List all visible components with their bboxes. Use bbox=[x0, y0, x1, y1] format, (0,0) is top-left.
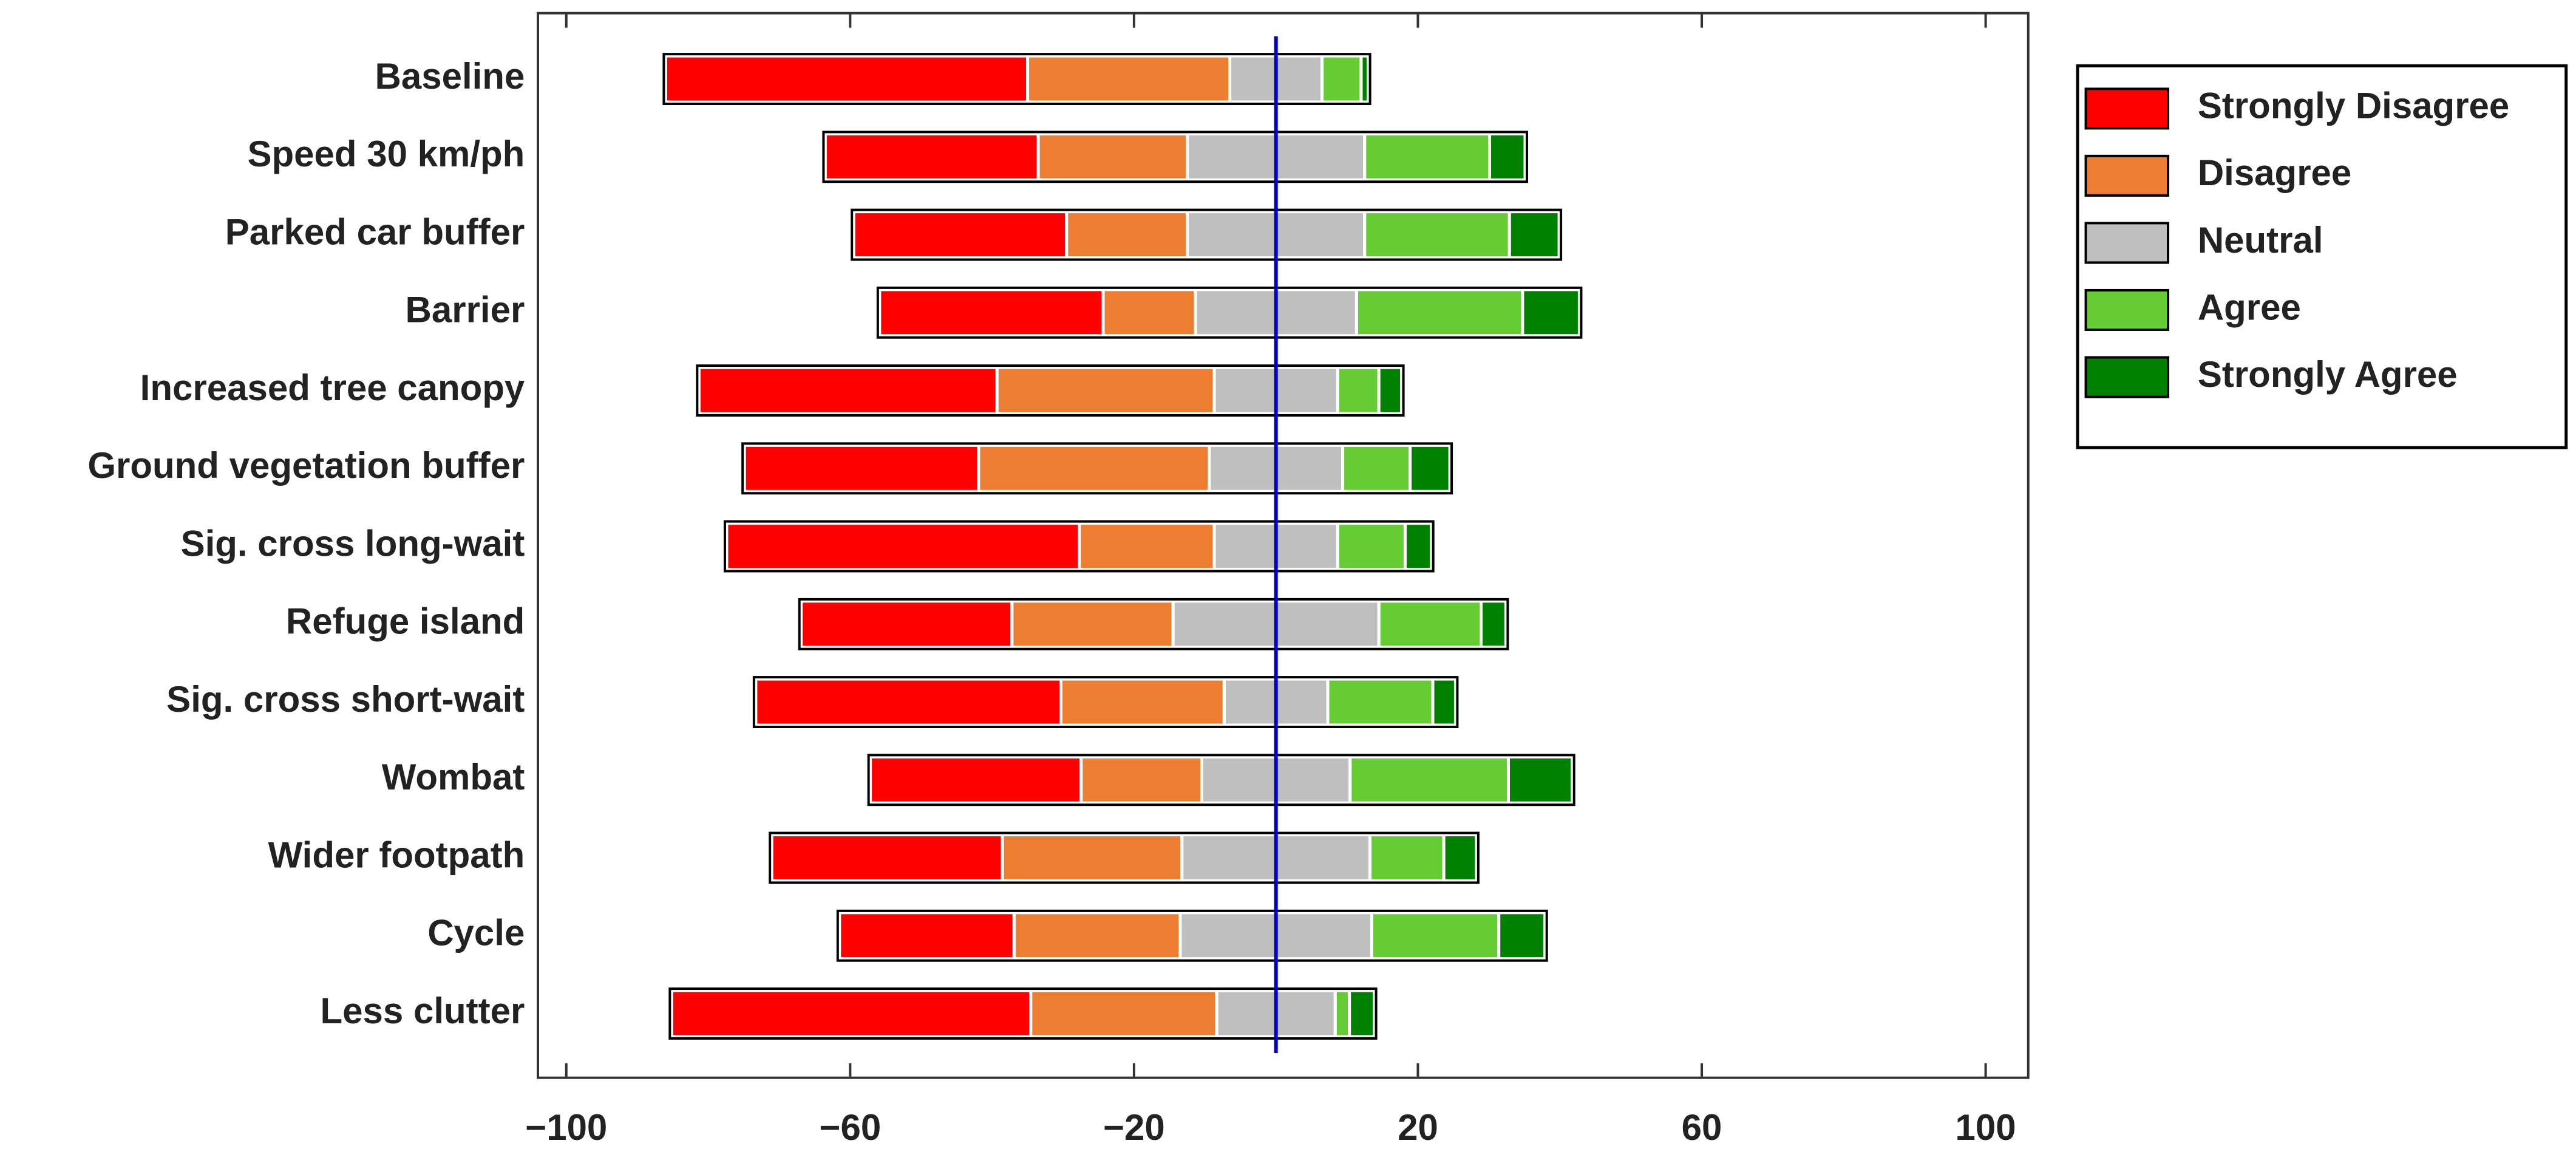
bar-outline bbox=[723, 520, 1435, 573]
bar-segment bbox=[1521, 288, 1581, 338]
bar-segment bbox=[1363, 132, 1492, 182]
bar-segment bbox=[852, 210, 1069, 259]
bar-outline bbox=[769, 831, 1480, 884]
bar-outline bbox=[668, 987, 1378, 1040]
bar-segment bbox=[1377, 599, 1483, 649]
bar-outline bbox=[851, 208, 1563, 261]
bar-segment bbox=[754, 677, 1062, 727]
plot-frame bbox=[536, 12, 2030, 1079]
bar-outline bbox=[752, 676, 1459, 728]
bar-segment bbox=[1507, 755, 1574, 805]
x-tick-label: −20 bbox=[1103, 1107, 1165, 1148]
bar-outline bbox=[836, 909, 1548, 962]
y-tick-label: Speed 30 km/ph bbox=[247, 134, 525, 174]
bar-segment bbox=[1497, 911, 1547, 961]
y-tick-label: Cycle bbox=[427, 913, 525, 953]
bar-segment bbox=[1029, 989, 1218, 1038]
legend-swatch bbox=[2084, 356, 2170, 398]
bar-segment bbox=[1341, 443, 1412, 493]
y-tick-label: Wider footpath bbox=[268, 834, 525, 875]
bar-segment bbox=[1359, 54, 1370, 104]
bar-segment bbox=[1036, 132, 1189, 182]
x-tick-label: 60 bbox=[1682, 1107, 1722, 1148]
y-tick-label: Wombat bbox=[382, 757, 525, 797]
bar-segment bbox=[1480, 599, 1507, 649]
bar-outline bbox=[876, 286, 1583, 339]
bar-outline bbox=[662, 53, 1371, 105]
legend-swatch bbox=[2084, 288, 2170, 331]
y-tick-label: Barrier bbox=[406, 290, 525, 330]
bar-segment bbox=[800, 599, 1014, 649]
bar-segment bbox=[1326, 677, 1435, 727]
bar-segment bbox=[1409, 443, 1452, 493]
bar-outline bbox=[867, 754, 1575, 806]
bar-segment bbox=[1370, 911, 1501, 961]
bar-segment bbox=[1079, 755, 1204, 805]
bar-segment bbox=[1348, 755, 1511, 805]
legend-label: Disagree bbox=[2198, 152, 2351, 193]
bar-segment bbox=[995, 366, 1216, 415]
x-tick-label: −100 bbox=[525, 1107, 607, 1148]
bar-outline bbox=[822, 131, 1528, 183]
bar-segment bbox=[878, 288, 1105, 338]
legend-label: Strongly Disagree bbox=[2198, 86, 2509, 126]
legend-swatch bbox=[2084, 87, 2170, 130]
bar-segment bbox=[770, 833, 1004, 882]
y-tick-label: Sig. cross long-wait bbox=[181, 523, 525, 564]
y-tick-label: Parked car buffer bbox=[225, 211, 525, 252]
bar-segment bbox=[697, 366, 999, 415]
y-tick-label: Increased tree canopy bbox=[140, 367, 525, 408]
bar-segment bbox=[664, 54, 1030, 104]
x-tick-label: 100 bbox=[1956, 1107, 2016, 1148]
bar-segment bbox=[1065, 210, 1189, 259]
legend-label: Strongly Agree bbox=[2198, 354, 2458, 395]
y-tick-label: Less clutter bbox=[321, 990, 525, 1031]
y-tick-label: Baseline bbox=[375, 56, 525, 97]
bar-segment bbox=[1368, 833, 1446, 882]
bar-segment bbox=[670, 989, 1033, 1038]
y-tick-label: Refuge island bbox=[286, 601, 525, 642]
bar-segment bbox=[1336, 522, 1407, 571]
bar-segment bbox=[1026, 54, 1232, 104]
bar-outline bbox=[741, 442, 1453, 495]
bar-segment bbox=[1078, 522, 1216, 571]
bar-segment bbox=[725, 522, 1081, 571]
bar-segment bbox=[1101, 288, 1197, 338]
bar-segment bbox=[1488, 132, 1527, 182]
bar-segment bbox=[1431, 677, 1457, 727]
bar-outline bbox=[798, 598, 1509, 650]
bar-segment bbox=[1363, 210, 1511, 259]
bar-segment bbox=[1403, 522, 1433, 571]
bar-segment bbox=[1012, 911, 1182, 961]
bar-outline bbox=[696, 364, 1405, 417]
y-tick-label: Sig. cross short-wait bbox=[166, 679, 525, 720]
bar-segment bbox=[1354, 288, 1524, 338]
bar-segment bbox=[1348, 989, 1376, 1038]
x-tick-label: −60 bbox=[819, 1107, 881, 1148]
bar-segment bbox=[1059, 677, 1226, 727]
legend-label: Agree bbox=[2198, 287, 2301, 327]
bar-segment bbox=[823, 132, 1040, 182]
bar-segment bbox=[1442, 833, 1478, 882]
legend-swatch bbox=[2084, 222, 2170, 264]
x-tick-label: 20 bbox=[1398, 1107, 1438, 1148]
y-tick-label: Ground vegetation buffer bbox=[87, 445, 525, 486]
bar-segment bbox=[1336, 366, 1381, 415]
legend-label: Neutral bbox=[2198, 220, 2323, 261]
bar-segment bbox=[1333, 989, 1351, 1038]
bar-segment bbox=[743, 443, 980, 493]
bar-segment bbox=[977, 443, 1211, 493]
bar-segment bbox=[1010, 599, 1175, 649]
bar-segment bbox=[1320, 54, 1363, 104]
bar-segment bbox=[1377, 366, 1404, 415]
bar-segment bbox=[869, 755, 1083, 805]
bar-segment bbox=[838, 911, 1016, 961]
bar-segment bbox=[1001, 833, 1184, 882]
legend-swatch bbox=[2084, 154, 2170, 197]
bar-segment bbox=[1507, 210, 1561, 259]
